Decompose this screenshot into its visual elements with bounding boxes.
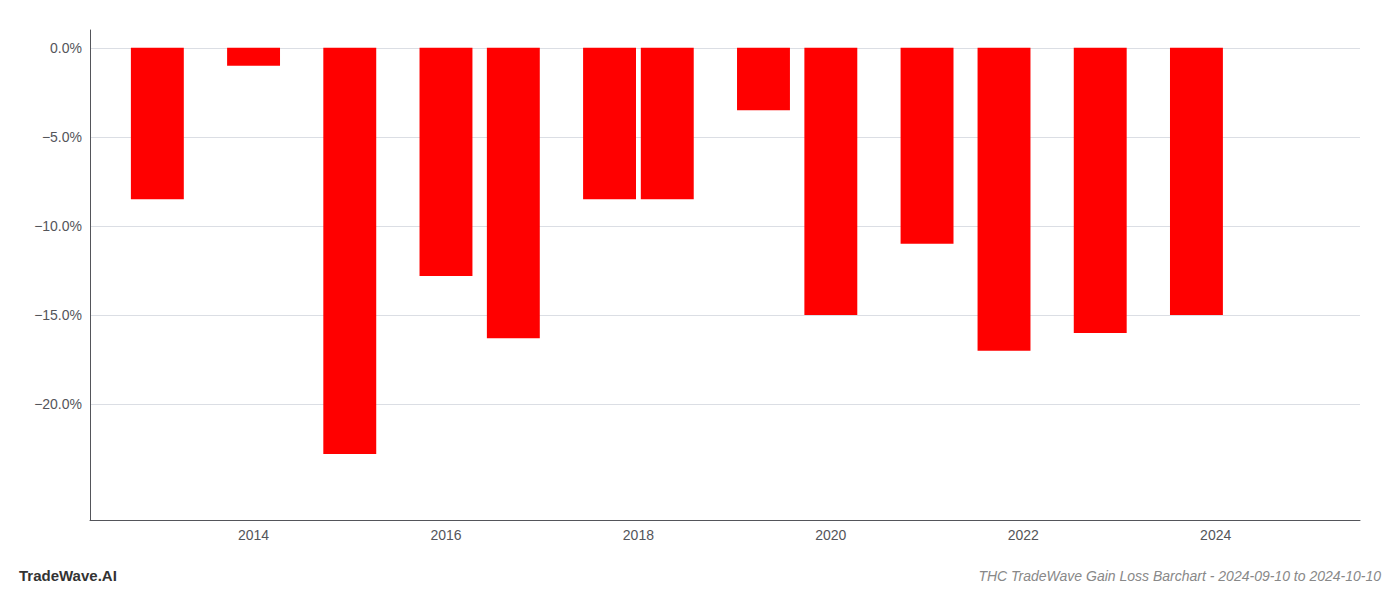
svg-text:−5.0%: −5.0% <box>42 129 82 145</box>
svg-text:2018: 2018 <box>623 527 654 543</box>
svg-text:−15.0%: −15.0% <box>34 307 82 323</box>
svg-text:2016: 2016 <box>430 527 461 543</box>
svg-text:2014: 2014 <box>238 527 269 543</box>
svg-text:−10.0%: −10.0% <box>34 218 82 234</box>
svg-text:2020: 2020 <box>815 527 846 543</box>
svg-text:2022: 2022 <box>1008 527 1039 543</box>
svg-text:−20.0%: −20.0% <box>34 396 82 412</box>
svg-text:TradeWave.AI: TradeWave.AI <box>19 567 117 584</box>
svg-text:0.0%: 0.0% <box>50 40 82 56</box>
svg-text:THC TradeWave Gain Loss Barcha: THC TradeWave Gain Loss Barchart - 2024-… <box>978 568 1381 584</box>
svg-text:2024: 2024 <box>1200 527 1231 543</box>
